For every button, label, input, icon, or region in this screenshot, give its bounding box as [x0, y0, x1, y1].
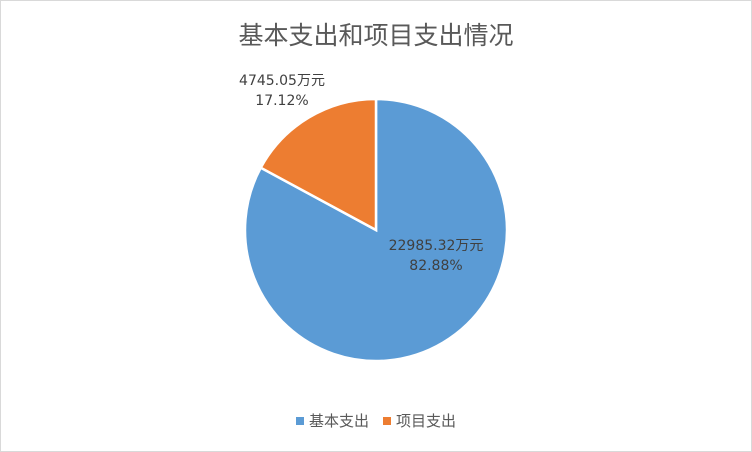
data-label-percent: 82.88%	[409, 258, 462, 274]
pie-slice-0[interactable]	[243, 97, 509, 363]
chart-title: 基本支出和项目支出情况	[238, 21, 514, 50]
legend-label: 基本支出	[308, 412, 369, 430]
legend: 基本支出 项目支出	[0, 410, 752, 431]
legend-label: 项目支出	[396, 412, 457, 430]
data-label-value: 22985.32万元	[389, 238, 484, 254]
legend-item-project[interactable]: 项目支出	[383, 410, 456, 431]
legend-swatch	[383, 416, 391, 425]
legend-item-basic[interactable]: 基本支出	[295, 410, 369, 431]
data-label-percent: 17.12%	[255, 93, 308, 109]
pie-slice-1[interactable]	[259, 97, 378, 233]
legend-swatch	[295, 416, 304, 425]
data-label-value: 4745.05万元	[239, 73, 325, 89]
